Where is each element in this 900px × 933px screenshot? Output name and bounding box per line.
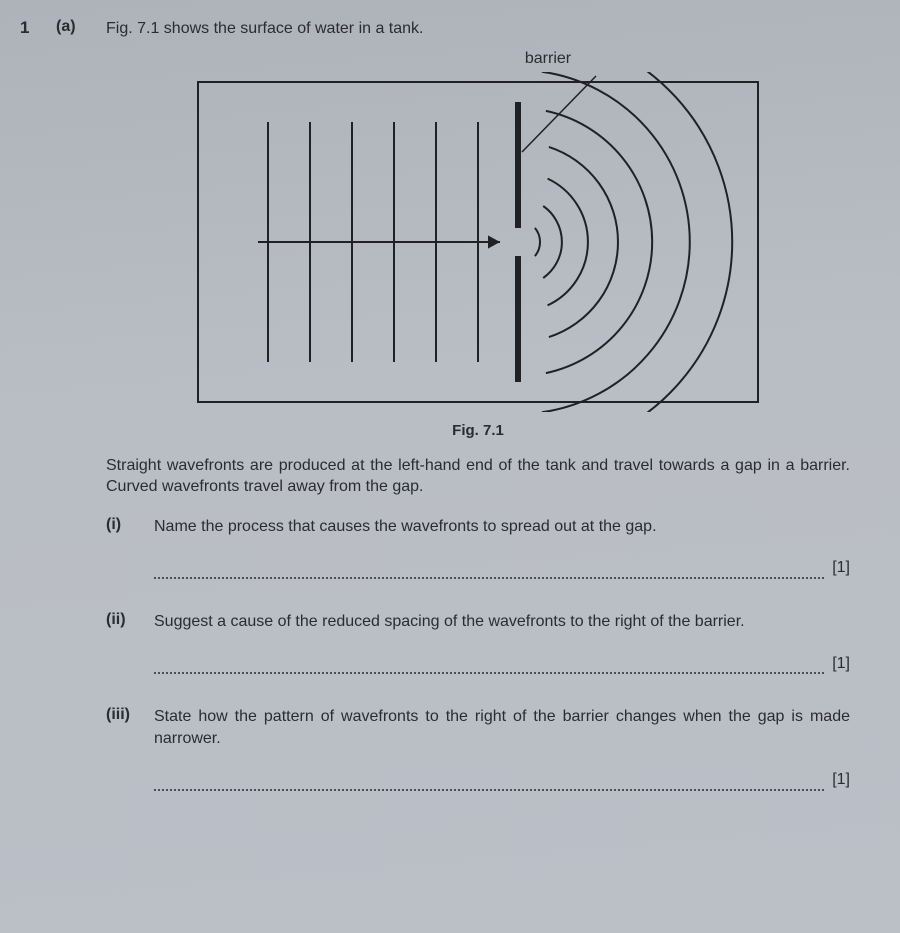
subpart-label: (iii) — [106, 706, 140, 813]
figure-wrap: barrier Fig. 7.1 — [106, 50, 850, 439]
answer-line — [154, 577, 824, 579]
subpart-ii: (ii) Suggest a cause of the reduced spac… — [106, 611, 850, 696]
subpart-text: Name the process that causes the wavefro… — [154, 516, 850, 538]
subpart-label: (i) — [106, 516, 140, 601]
subpart-body: Name the process that causes the wavefro… — [154, 516, 850, 601]
explanation-text: Straight wavefronts are produced at the … — [106, 455, 850, 498]
wave-diagram — [168, 72, 788, 412]
figure-caption: Fig. 7.1 — [106, 422, 850, 439]
question-body: Fig. 7.1 shows the surface of water in a… — [106, 18, 850, 823]
marks: [1] — [832, 653, 850, 675]
answer-line — [154, 789, 824, 791]
subpart-body: Suggest a cause of the reduced spacing o… — [154, 611, 850, 696]
answer-row: [1] — [154, 769, 850, 791]
page: 1 (a) Fig. 7.1 shows the surface of wate… — [0, 0, 900, 933]
marks: [1] — [832, 557, 850, 579]
part-label: (a) — [56, 18, 84, 823]
subpart-text: Suggest a cause of the reduced spacing o… — [154, 611, 850, 633]
subpart-iii: (iii) State how the pattern of wavefront… — [106, 706, 850, 813]
question-stem: Fig. 7.1 shows the surface of water in a… — [106, 18, 850, 40]
barrier-label: barrier — [525, 50, 571, 68]
subpart-i: (i) Name the process that causes the wav… — [106, 516, 850, 601]
subpart-body: State how the pattern of wavefronts to t… — [154, 706, 850, 813]
answer-line — [154, 672, 824, 674]
answer-row: [1] — [154, 557, 850, 579]
subpart-text: State how the pattern of wavefronts to t… — [154, 706, 850, 749]
question-number: 1 — [20, 18, 34, 823]
answer-row: [1] — [154, 653, 850, 675]
subpart-label: (ii) — [106, 611, 140, 696]
marks: [1] — [832, 769, 850, 791]
question-row: 1 (a) Fig. 7.1 shows the surface of wate… — [20, 18, 850, 823]
